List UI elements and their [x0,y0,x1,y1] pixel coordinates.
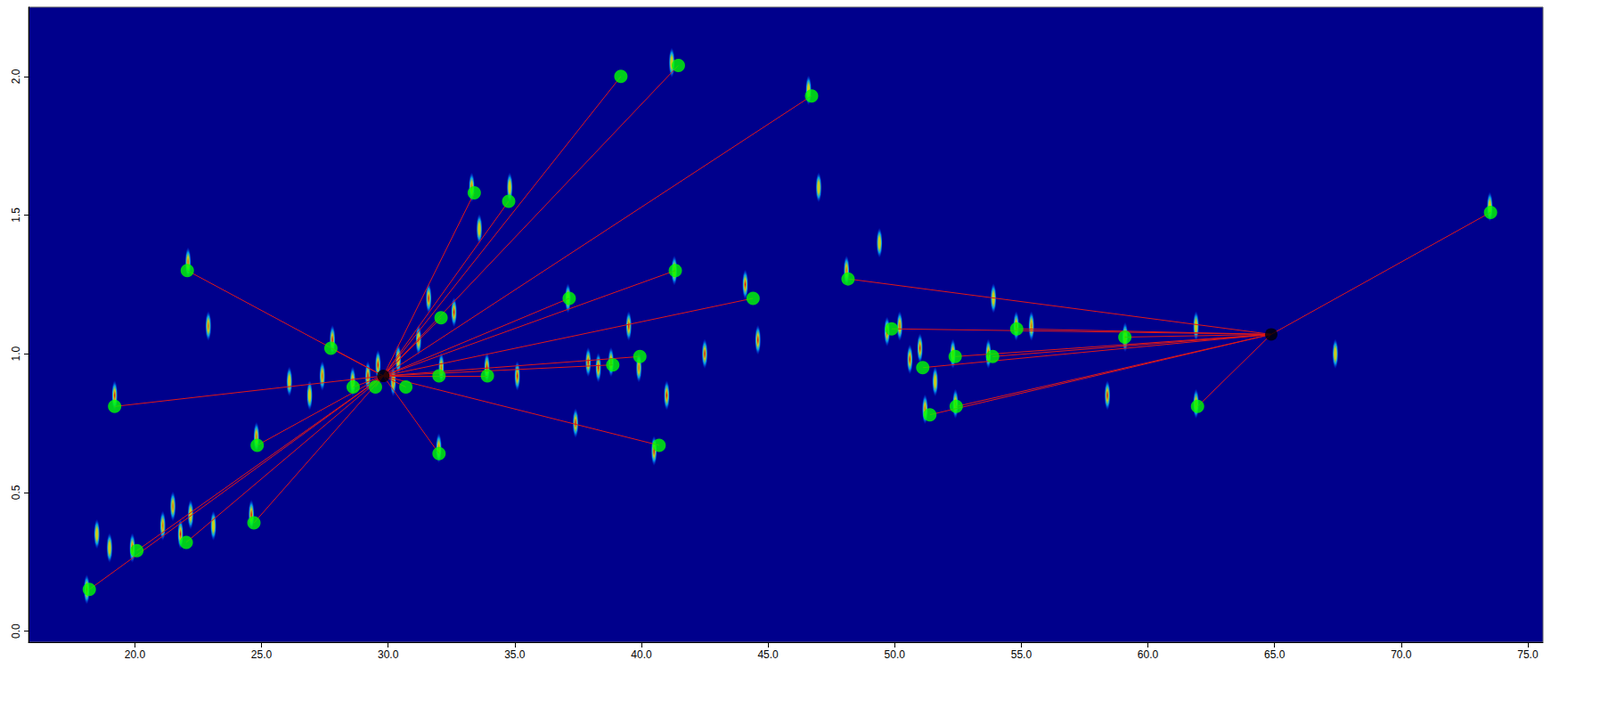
svg-text:50.0: 50.0 [884,648,907,662]
svg-text:40.0: 40.0 [630,648,653,662]
svg-text:35.0: 35.0 [504,648,526,662]
svg-text:70.0: 70.0 [1390,648,1413,662]
svg-text:60.0: 60.0 [1137,648,1160,662]
svg-text:25.0: 25.0 [251,648,273,662]
svg-text:45.0: 45.0 [757,648,779,662]
svg-text:0.0: 0.0 [9,623,23,639]
svg-text:65.0: 65.0 [1264,648,1286,662]
svg-text:0.5: 0.5 [9,484,23,500]
svg-text:2.0: 2.0 [9,68,23,84]
svg-text:55.0: 55.0 [1011,648,1033,662]
svg-text:75.0: 75.0 [1517,648,1539,662]
svg-text:20.0: 20.0 [124,648,147,662]
svg-text:1.5: 1.5 [9,207,23,223]
svg-text:1.0: 1.0 [9,346,23,362]
svg-text:30.0: 30.0 [377,648,400,662]
